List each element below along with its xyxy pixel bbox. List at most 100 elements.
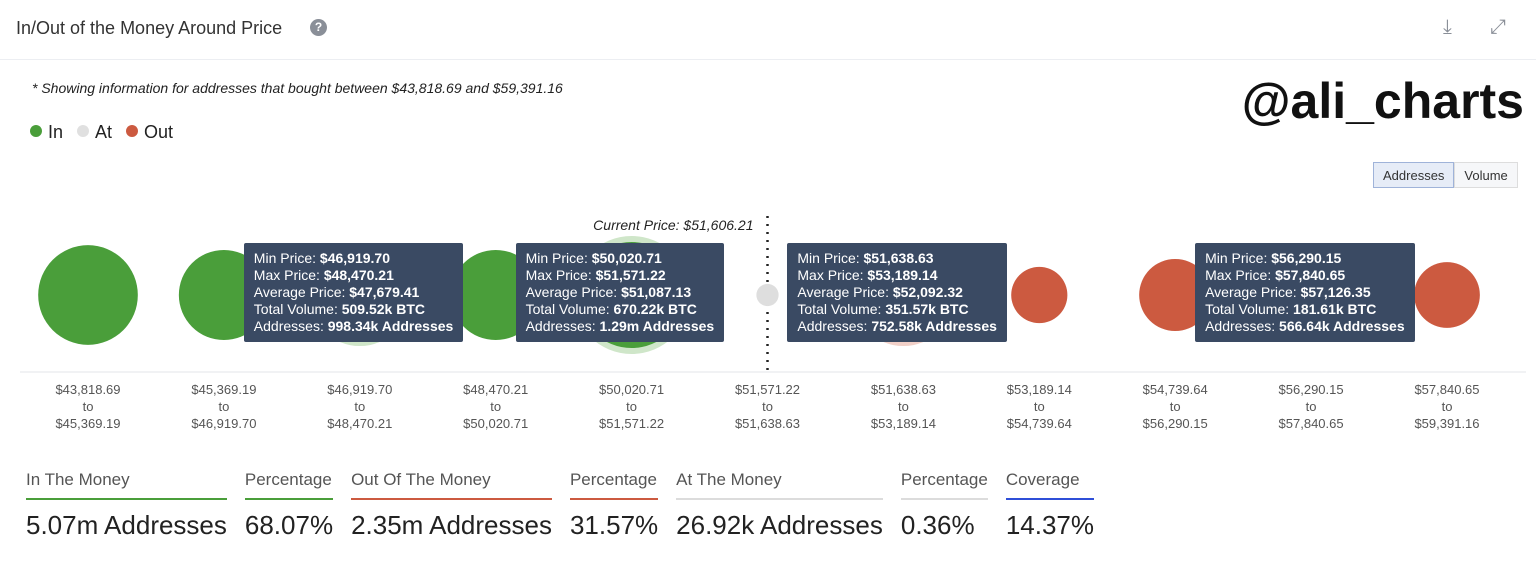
tooltip-avg: Average Price: $52,092.32: [797, 284, 963, 300]
expand-icon[interactable]: ⤢: [1490, 16, 1506, 38]
x-tick-label: $46,919.70: [327, 382, 392, 397]
stat-label: Out Of The Money: [351, 470, 552, 500]
stat-percentage: Percentage 31.57%: [569, 470, 659, 541]
x-tick-label: $50,020.71: [599, 382, 664, 397]
tooltip-max: Max Price: $51,571.22: [525, 267, 666, 283]
legend-dot: [126, 125, 139, 137]
tooltip-addresses: Addresses: 752.58k Addresses: [797, 318, 997, 334]
x-tick-label: $57,840.65: [1414, 382, 1479, 397]
x-tick-label: $43,818.69: [55, 382, 120, 397]
tooltip-min: Min Price: $51,638.63: [797, 250, 934, 266]
x-tick-label: $45,369.19: [55, 416, 120, 431]
tooltip-volume: Total Volume: 351.57k BTC: [797, 301, 969, 317]
stat-out-of-the-money: Out Of The Money 2.35m Addresses: [351, 470, 552, 541]
stat-label: Percentage: [244, 470, 334, 500]
x-tick-label: $54,739.64: [1007, 416, 1072, 431]
tooltip-max: Max Price: $48,470.21: [253, 267, 394, 283]
tooltip-addresses: Addresses: 1.29m Addresses: [525, 318, 715, 334]
stat-percentage: Percentage 0.36%: [900, 470, 988, 541]
x-tick-label: to: [83, 399, 94, 414]
x-tick-label: $53,189.14: [1007, 382, 1072, 397]
bubble-out: [1414, 262, 1480, 328]
x-tick-label: $51,571.22: [599, 416, 664, 431]
x-tick-label: to: [1170, 399, 1181, 414]
x-tick-label: $48,470.21: [463, 382, 528, 397]
stat-coverage: Coverage 14.37%: [1005, 470, 1094, 541]
x-tick-label: $48,470.21: [327, 416, 392, 431]
x-tick-label: to: [898, 399, 909, 414]
range-note: * Showing information for addresses that…: [32, 80, 563, 96]
x-tick-label: $51,638.63: [735, 416, 800, 431]
x-tick-label: $46,919.70: [191, 416, 256, 431]
header: In/Out of the Money Around Price ? ⤓ ⤢: [0, 0, 1536, 60]
legend-item-in[interactable]: In: [30, 122, 63, 143]
stat-value: 0.36%: [900, 510, 975, 540]
question-circle-icon[interactable]: ?: [310, 19, 327, 36]
tooltip-min: Min Price: $46,919.70: [253, 250, 390, 266]
legend-item-out[interactable]: Out: [126, 122, 173, 143]
tooltip: Min Price: $56,290.15 Max Price: $57,840.…: [1195, 243, 1415, 342]
bubble-out: [1011, 266, 1068, 324]
x-tick-label: $56,290.15: [1279, 382, 1344, 397]
x-tick-label: to: [1306, 399, 1317, 414]
tooltip-max: Max Price: $57,840.65: [1205, 267, 1346, 283]
bubble-at: [756, 283, 779, 307]
x-tick-label: $51,571.22: [735, 382, 800, 397]
x-tick-label: $50,020.71: [463, 416, 528, 431]
stat-label: Percentage: [569, 470, 659, 500]
stat-label: At The Money: [676, 470, 883, 500]
download-icon[interactable]: ⤓: [1443, 16, 1452, 38]
tooltip-avg: Average Price: $57,126.35: [1205, 284, 1371, 300]
x-tick-label: $54,739.64: [1143, 382, 1208, 397]
stat-value: 5.07m Addresses: [26, 510, 227, 540]
bubble-out: [1139, 258, 1212, 332]
tooltip-avg: Average Price: $47,679.41: [253, 284, 420, 300]
x-tick-label: $57,840.65: [1279, 416, 1344, 431]
stat-value: 68.07%: [244, 510, 334, 540]
tooltip: Min Price: $46,919.70 Max Price: $48,470.…: [243, 243, 464, 342]
x-tick-label: $45,369.19: [191, 382, 256, 397]
x-tick-label: $56,290.15: [1143, 416, 1208, 431]
x-tick-label: to: [218, 399, 229, 414]
tooltip-volume: Total Volume: 509.52k BTC: [253, 301, 426, 317]
x-tick-label: to: [762, 399, 773, 414]
tooltip-min: Min Price: $50,020.71: [525, 250, 662, 266]
summary-stats: In The Money 5.07m Addresses Percentage 68.…: [26, 470, 1112, 541]
watermark: @ali_charts: [1241, 73, 1524, 129]
legend-dot: [30, 125, 42, 137]
tooltip-min: Min Price: $56,290.15: [1205, 250, 1342, 266]
stat-value: 31.57%: [569, 510, 659, 540]
x-tick-label: to: [1442, 399, 1453, 414]
page-title: In/Out of the Money Around Price: [16, 18, 283, 38]
stat-value: 26.92k Addresses: [676, 510, 883, 540]
stat-label: In The Money: [26, 470, 227, 500]
stat-in-the-money: In The Money 5.07m Addresses: [26, 470, 227, 541]
current-price-label: Current Price: $51,606.21: [593, 217, 753, 233]
toggle-addresses[interactable]: Addresses: [1373, 162, 1455, 188]
tooltip-volume: Total Volume: 181.61k BTC: [1205, 301, 1377, 317]
tooltip-addresses: Addresses: 566.64k Addresses: [1205, 318, 1405, 334]
stat-label: Percentage: [900, 470, 988, 500]
x-tick-label: $59,391.16: [1414, 416, 1479, 431]
tooltip-max: Max Price: $53,189.14: [797, 267, 938, 283]
stat-label: Coverage: [1005, 470, 1094, 500]
x-tick-label: $51,638.63: [871, 382, 936, 397]
legend: In At Out: [30, 122, 173, 143]
legend-label: In: [48, 122, 64, 142]
stat-value: 2.35m Addresses: [351, 510, 552, 540]
legend-label: Out: [144, 122, 174, 142]
x-tick-label: to: [490, 399, 501, 414]
x-tick-label: to: [626, 399, 637, 414]
legend-label: At: [95, 122, 113, 142]
stat-percentage: Percentage 68.07%: [244, 470, 334, 541]
x-tick-label: to: [1034, 399, 1045, 414]
legend-dot: [77, 125, 90, 137]
tooltip-volume: Total Volume: 670.22k BTC: [525, 301, 697, 317]
legend-item-at[interactable]: At: [77, 122, 112, 143]
toggle-volume[interactable]: Volume: [1454, 162, 1518, 188]
bubble-in: [38, 245, 138, 345]
tooltip-avg: Average Price: $51,087.13: [525, 284, 692, 300]
tooltip: Min Price: $51,638.63 Max Price: $53,189.…: [787, 243, 1007, 342]
x-tick-label: $53,189.14: [871, 416, 936, 431]
stat-value: 14.37%: [1005, 510, 1094, 540]
